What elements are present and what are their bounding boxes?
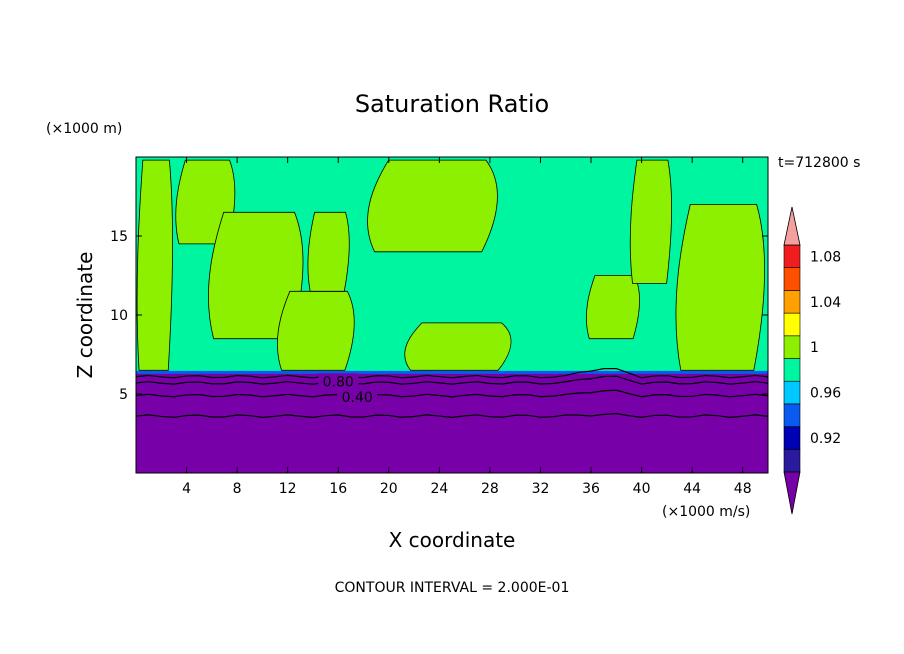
colorbar-tick-label: 1.08 [810,249,841,265]
patch-above-saturation [367,159,498,253]
colorbar-tick-label: 1.04 [810,295,841,311]
contour-label-bg [318,373,359,388]
y-axis-ticks: 5 10 15 [110,229,768,403]
colorbar-tick-label: 1 [810,340,819,356]
colorbar-lower-arrow [783,471,801,515]
dry-layer-edge [136,370,768,374]
x-tick-label: 48 [734,481,752,497]
patch-above-saturation [586,275,640,340]
contour-line [135,367,769,379]
colorbar-band [783,380,801,405]
patch-above-saturation [136,159,173,371]
y-tick-label: 15 [110,229,128,245]
colorbar-upper-arrow [783,206,801,246]
y-unit-label: (×1000 m) [46,121,122,137]
patch-above-saturation [675,204,765,371]
x-axis-label: X coordinate [389,528,516,552]
x-tick-label: 44 [683,481,701,497]
colorbar-band [783,335,801,359]
x-tick-label: 4 [182,481,191,497]
contour-line [135,389,769,398]
x-axis-ticks: 4 8 12 16 20 24 28 32 36 40 44 48 [182,157,752,497]
x-tick-label: 20 [380,481,398,497]
patch-above-saturation [404,322,512,371]
plot-area: 0.800.40 [135,156,769,474]
x-tick-label: 16 [329,481,347,497]
x-tick-label: 32 [532,481,550,497]
patch-above-saturation [307,211,350,292]
colorbar-tick-label: 0.92 [810,431,841,447]
patch-above-saturation [277,290,355,371]
dry-layer [136,371,768,473]
x-tick-label: 36 [582,481,600,497]
chart-title: Saturation Ratio [355,90,549,118]
colorbar-band [783,358,801,382]
colorbar-band [783,244,801,269]
colorbar-band [783,403,801,427]
y-tick-label: 10 [110,308,128,324]
x-unit-label: (×1000 m/s) [662,504,750,520]
colorbar-band [783,290,801,314]
x-tick-label: 28 [481,481,499,497]
contour-line [135,375,769,385]
colorbar: 0.92 0.96 1 1.04 1.08 [783,206,841,515]
colorbar-band [783,426,801,450]
x-tick-label: 24 [430,481,448,497]
patch-above-saturation [629,159,672,284]
colorbar-tick-label: 0.96 [810,386,841,402]
contour-label: 0.40 [342,390,373,406]
y-tick-label: 5 [119,387,128,403]
colorbar-band [783,267,801,291]
contour-interval-note: CONTOUR INTERVAL = 2.000E-01 [335,580,570,596]
time-label: t=712800 s [778,155,860,171]
colorbar-band [783,312,801,337]
contour-label-bg [337,389,378,404]
y-axis-label: Z coordinate [73,252,97,379]
x-tick-label: 8 [233,481,242,497]
colorbar-band [783,448,801,473]
contour-line [135,412,769,418]
x-tick-label: 40 [633,481,651,497]
contour-label: 0.80 [323,374,354,390]
x-tick-label: 12 [279,481,297,497]
